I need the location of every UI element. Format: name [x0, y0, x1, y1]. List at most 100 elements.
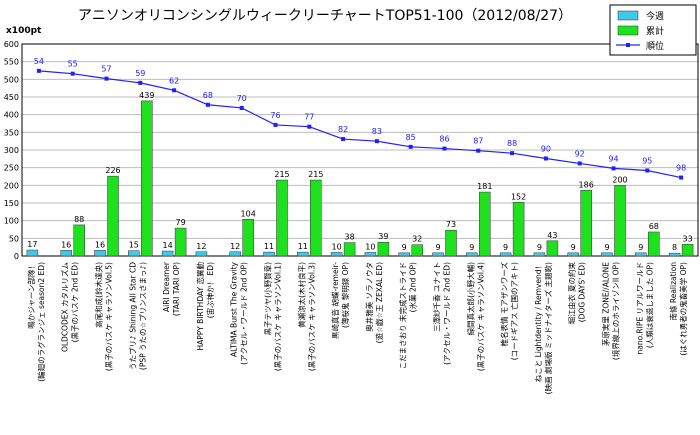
x-tick-label: (氷菓 2nd OP) — [408, 262, 418, 312]
rank-label: 95 — [642, 156, 652, 165]
data-label: 39 — [378, 232, 388, 241]
bar — [330, 252, 343, 257]
rank-point — [476, 148, 481, 153]
data-label: 16 — [61, 240, 71, 249]
data-label: 14 — [163, 241, 173, 250]
x-tick-label: (黒子のバスケ 2nd ED) — [71, 262, 80, 342]
y-tick-label: 50 — [9, 234, 19, 243]
data-label: 12 — [196, 242, 206, 251]
x-tick-label: ねこと Lightdentity / Remvend！ — [534, 262, 543, 382]
bar — [60, 250, 72, 257]
rank-point — [104, 76, 109, 81]
rank-point — [679, 175, 684, 180]
bar — [297, 251, 309, 257]
data-label: 32 — [412, 235, 422, 244]
data-label: 11 — [298, 242, 308, 251]
rank-label: 85 — [406, 133, 416, 142]
rank-label: 76 — [270, 111, 280, 120]
bar — [174, 227, 187, 257]
x-tick-label: (黒子のバスケ キャラソンVol.3) — [307, 262, 316, 371]
data-label: 17 — [27, 240, 37, 249]
x-tick-label: nano.RIPE リアルワールド — [635, 262, 644, 355]
bar — [398, 252, 410, 257]
bar — [432, 252, 444, 257]
bar — [73, 224, 85, 257]
y-tick-label: 100 — [4, 217, 19, 226]
rank-label: 57 — [101, 65, 111, 74]
bar — [242, 219, 254, 257]
rank-label: 90 — [541, 144, 551, 153]
bar — [466, 252, 478, 257]
rank-point — [510, 151, 515, 156]
bar — [614, 185, 626, 257]
rank-label: 68 — [203, 91, 213, 100]
bar — [479, 191, 491, 257]
rank-label: 82 — [338, 125, 348, 134]
x-tick-label: 南條 Realization — [668, 262, 678, 321]
rank-point — [645, 168, 650, 173]
bar — [310, 179, 322, 257]
x-tick-label: うたプリ♪ Shining All Star CD — [128, 262, 137, 370]
data-label: 200 — [612, 175, 627, 184]
rank-point — [408, 144, 413, 149]
data-label: 43 — [547, 231, 557, 240]
x-tick-label: (薄桜鬼 黎明録 OP) — [340, 262, 350, 328]
rank-point — [273, 122, 278, 127]
bar — [546, 240, 559, 257]
rank-point — [172, 88, 177, 93]
legend-marker — [626, 43, 630, 47]
bar — [445, 229, 457, 257]
data-label: 33 — [683, 234, 693, 243]
bar — [107, 175, 119, 257]
data-label: 38 — [345, 233, 355, 242]
data-label: 8 — [672, 243, 677, 252]
rank-point — [70, 71, 75, 76]
x-labels: 鳴かジャーン部隊！ (輪廻のラグランジェ season2 ED) OLDCODEX … — [26, 261, 688, 394]
x-tick-label: (アクセル・ワールド 2nd OP) — [240, 262, 249, 365]
bar — [364, 252, 377, 257]
data-label: 9 — [503, 243, 508, 252]
y-tick-label: 500 — [4, 75, 19, 84]
bars: 17 16 16 15 14 12 12 11 11 10 10 9 9 9 9 9 9 9 9 8882264397… — [26, 91, 694, 257]
data-label: 152 — [511, 192, 526, 201]
rank-point — [307, 124, 312, 129]
rank-point — [374, 139, 379, 144]
y-axis: 0 50 100 150 200 250 300 350 400 450 500 550 600 — [4, 40, 19, 261]
bar — [343, 242, 356, 257]
rank-point — [543, 156, 548, 161]
grid — [21, 43, 699, 257]
x-tick-label: (境界線上のホライゾンII OP) — [611, 262, 621, 360]
bar — [580, 190, 592, 257]
rank-point — [205, 102, 210, 107]
x-tick-label: 黒子テツヤ(小野賢章) — [263, 262, 273, 335]
rank-label: 77 — [304, 113, 314, 122]
x-tick-label: 鳴かジャーン部隊！ — [26, 262, 36, 329]
rank-point — [138, 80, 143, 85]
data-label: 73 — [446, 220, 456, 229]
x-tick-label: (はぐれ勇者の鬼畜美学 OP) — [678, 262, 688, 356]
bar — [195, 251, 208, 257]
x-tick-label: AiRI Dreamer — [162, 261, 171, 312]
bar — [668, 252, 681, 257]
x-tick-label: 奥井雅美 ソラノウタ — [364, 262, 374, 332]
data-label: 104 — [241, 209, 256, 218]
data-label: 181 — [477, 182, 492, 191]
data-label: 9 — [571, 243, 576, 252]
bar — [499, 252, 512, 257]
legend-label: 順位 — [646, 40, 664, 52]
rank-label: 88 — [507, 139, 517, 148]
data-label: 15 — [129, 241, 139, 250]
bar — [512, 202, 525, 257]
y-tick-label: 0 — [14, 252, 19, 261]
data-label: 439 — [139, 91, 154, 100]
x-tick-label: (黒子のバスケ キャラソンVol.1) — [274, 262, 283, 371]
data-label: 12 — [230, 242, 240, 251]
x-tick-label: 椎名表情 モアザンワーズ — [499, 262, 509, 347]
y-tick-label: 150 — [4, 199, 19, 208]
legend-label: 累計 — [646, 25, 664, 37]
x-tick-label: (DOG DAYS' ED) — [578, 262, 587, 322]
x-tick-label: 堀江由衣 夏の約束 — [567, 262, 577, 325]
bar — [411, 244, 423, 257]
x-tick-label: (人類は衰退しました OP) — [644, 262, 654, 348]
